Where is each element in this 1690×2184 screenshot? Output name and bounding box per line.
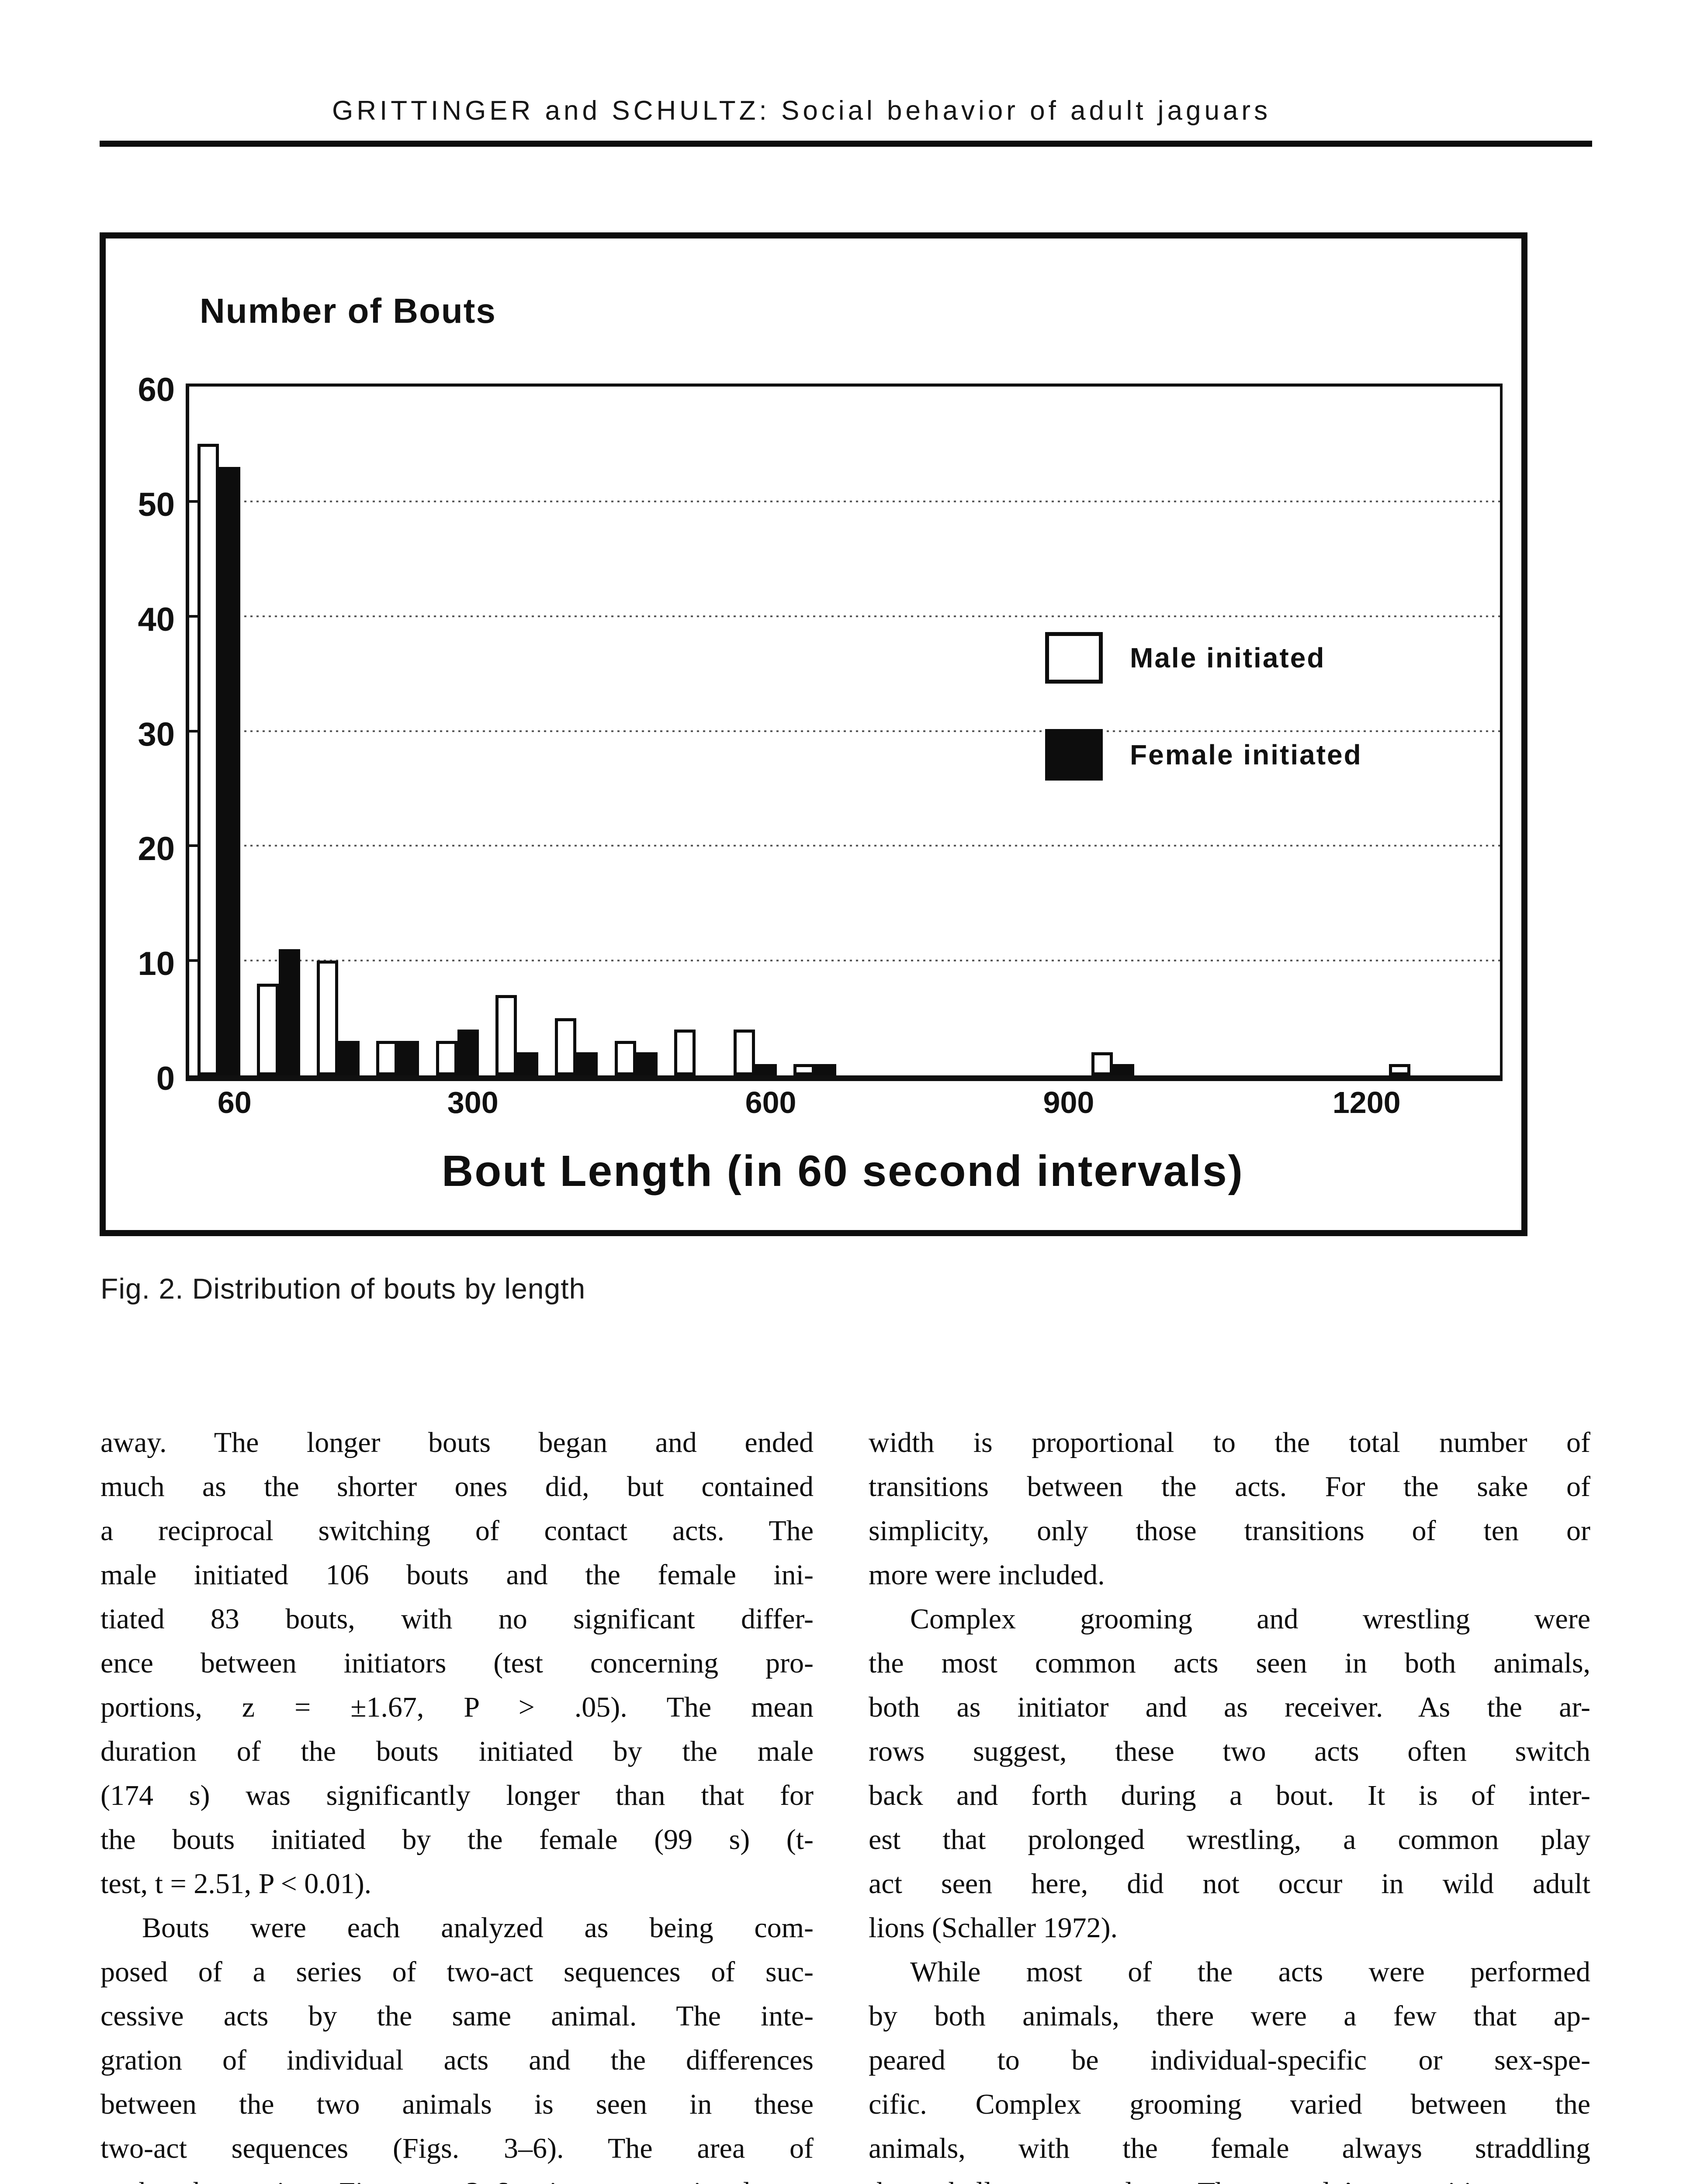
gridline-10 [189,960,1500,962]
chart-y-axis-title: Number of Bouts [200,291,496,330]
text-line: two-act sequences (Figs. 3–6). The area … [100,2132,814,2164]
female-bar-420 [576,1052,598,1075]
male-bar-300 [436,1041,457,1075]
x-tick-label-60: 60 [217,1085,252,1120]
y-tick-label-0: 0 [156,1060,175,1097]
x-tick-label-900: 900 [1043,1085,1094,1120]
text-line: gration of individual acts and the diffe… [100,2044,814,2076]
male-bar-360 [495,995,517,1075]
gridline-50 [189,500,1500,502]
gridline-40 [189,615,1500,617]
male-bar-1260 [1389,1064,1411,1075]
y-tick-label-50: 50 [138,486,175,523]
figure-box: Number of Bouts 0 10 20 30 40 50 60 60 300 600 90… [100,232,1527,1236]
female-swatch-icon [1045,729,1103,781]
text-line: (174 s) was significantly longer than th… [100,1780,814,1811]
text-line: both as initiator and as receiver. As th… [869,1691,1590,1723]
male-bar-600 [734,1029,755,1075]
text-line: While most of the acts were performed [910,1956,1590,1988]
male-bar-660 [793,1064,815,1075]
x-tick-label-600: 600 [745,1085,797,1120]
text-line: a reciprocal switching of contact acts. … [100,1515,814,1547]
x-tick-label-300: 300 [447,1085,499,1120]
text-line: simplicity, only those transitions of te… [869,1515,1590,1547]
text-line: posed of a series of two-act sequences o… [100,1956,814,1988]
legend-item-male: Male initiated [1045,628,1362,688]
female-bar-660 [814,1064,836,1075]
x-tick-label-1200: 1200 [1332,1085,1401,1120]
x-axis-labels: 60 300 600 900 1200 [186,1085,1500,1124]
male-bar-960 [1091,1052,1113,1075]
male-bar-480 [614,1041,636,1075]
text-line: animals, with the female always straddli… [869,2132,1590,2164]
gridline-30 [189,730,1500,732]
male-bar-540 [674,1029,696,1075]
female-bar-300 [457,1029,479,1075]
male-bar-240 [376,1041,398,1075]
text-line: back and forth during a bout. It is of i… [869,1780,1590,1811]
female-bar-600 [755,1064,777,1075]
text-line: transitions between the acts. For the sa… [869,1471,1590,1503]
text-line: the bouts initiated by the female (99 s)… [100,1824,814,1856]
y-tick-label-60: 60 [138,371,175,408]
legend-label-female: Female initiated [1130,739,1362,771]
text-line: ence between initiators (test concerning… [100,1647,814,1679]
gridline-20 [189,845,1500,847]
text-line: test, t = 2.51, P < 0.01). [100,1868,372,1900]
male-swatch-icon [1045,632,1103,684]
body-right-column: width is proportional to the total numbe… [869,1420,1590,2184]
y-tick-label-10: 10 [138,945,175,983]
header-rule [100,141,1592,147]
text-line: portions, z = ±1.67, P > .05). The mean [100,1691,814,1723]
text-line: act seen here, did not occur in wild adu… [869,1868,1590,1900]
text-line: rows suggest, these two acts often switc… [869,1735,1590,1767]
text-line: peared to be individual-specific or sex-… [869,2044,1590,2076]
text-line: by both animals, there were a few that a… [869,2000,1590,2032]
running-title: GRITTINGER and SCHULTZ: Social behavior … [332,96,1271,126]
text-line: width is proportional to the total numbe… [869,1427,1590,1458]
text-line: more were included. [869,1559,1105,1591]
text-line: cessive acts by the same animal. The int… [100,2000,814,2032]
female-bar-960 [1112,1064,1134,1075]
male-bar-60 [197,444,219,1075]
female-bar-180 [338,1041,360,1075]
text-line: duration of the bouts initiated by the m… [100,1735,814,1767]
male-bar-120 [257,983,279,1075]
legend-item-female: Female initiated [1045,725,1362,784]
female-bar-360 [517,1052,539,1075]
female-bar-240 [398,1041,419,1075]
female-bar-480 [636,1052,658,1075]
text-line: each box in Figures 3–6 is proportional … [100,2170,814,2184]
female-bar-120 [278,949,300,1075]
text-line: Complex grooming and wrestling were [910,1603,1590,1635]
text-line: much as the shorter ones did, but contai… [100,1471,814,1503]
text-line: tiated 83 bouts, with no significant dif… [100,1603,814,1635]
plot-area [186,384,1503,1081]
text-line: the most common acts seen in both animal… [869,1647,1590,1679]
y-tick-label-40: 40 [138,601,175,638]
legend-label-male: Male initiated [1130,642,1326,674]
text-line: between the two animals is seen in these [100,2088,814,2120]
text-line: the belly-up male. The male’s position w… [869,2170,1590,2184]
figure-caption: Fig. 2. Distribution of bouts by length [100,1272,586,1305]
text-line: Bouts were each analyzed as being com- [142,1912,814,1944]
body-left-column: away. The longer bouts began and ended mu… [100,1420,814,2184]
text-line: est that prolonged wrestling, a common p… [869,1824,1590,1856]
text-line: male initiated 106 bouts and the female … [100,1559,814,1591]
male-bar-180 [316,961,338,1075]
y-tick-label-30: 30 [138,715,175,753]
y-axis-labels: 0 10 20 30 40 50 60 [106,373,175,1095]
male-bar-420 [555,1018,577,1075]
female-bar-60 [219,467,241,1075]
text-line: away. The longer bouts began and ended [100,1427,814,1458]
chart-legend: Male initiated Female initiated [1045,628,1362,822]
text-line: lions (Schaller 1972). [869,1912,1118,1944]
chart-x-axis-title: Bout Length (in 60 second intervals) [442,1147,1244,1196]
text-line: cific. Complex grooming varied between t… [869,2088,1590,2120]
y-tick-label-20: 20 [138,830,175,868]
